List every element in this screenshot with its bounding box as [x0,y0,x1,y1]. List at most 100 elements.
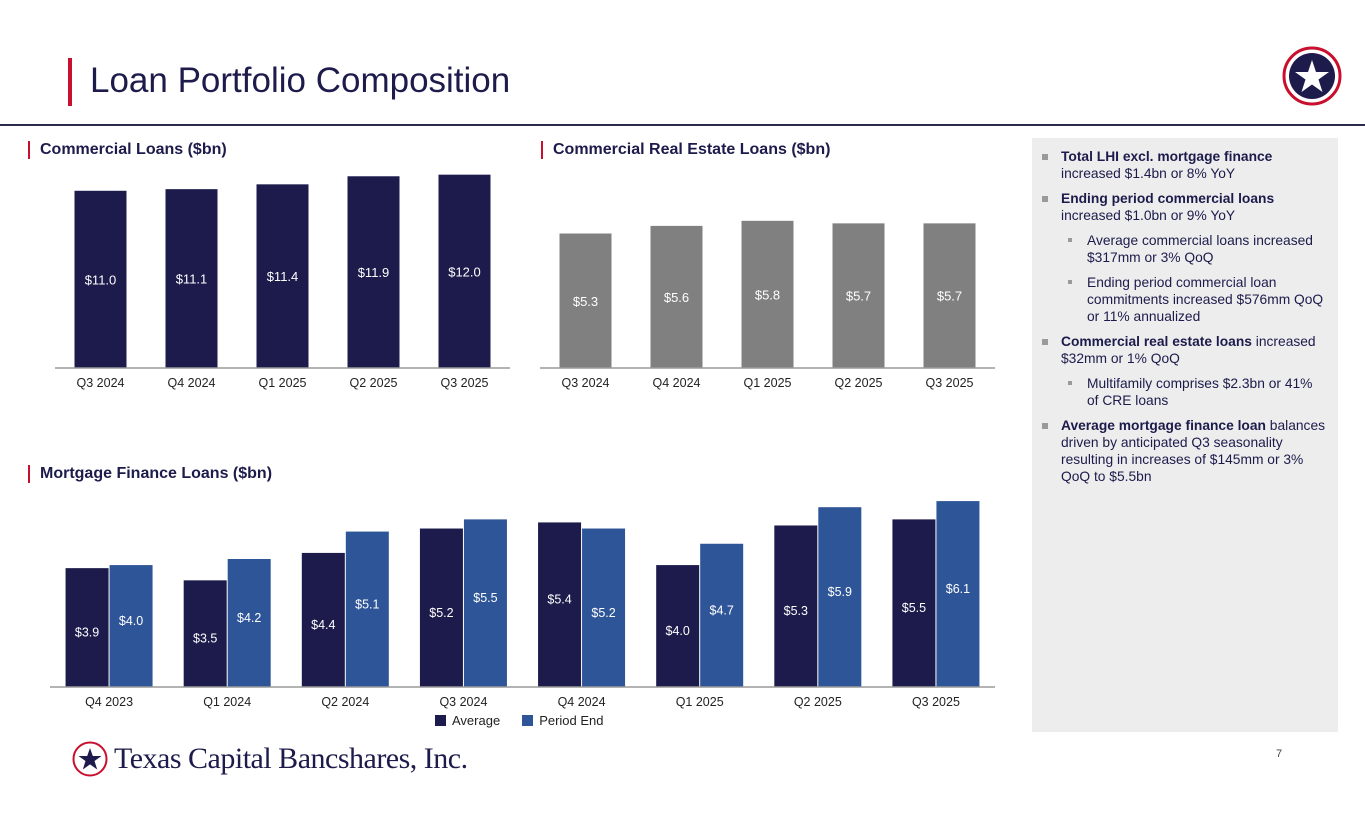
commercial-bar [74,190,127,368]
cre-loans-chart: $5.3 Q3 2024 $5.6 Q4 2024 $5.8 Q1 2025 $5.7 Q2 … [540,220,995,390]
commercial-category-label: Q2 2025 [350,376,398,390]
legend-label-period-end: Period End [539,713,604,728]
mortgage-bar-period-end [700,543,744,687]
bullet-text: increased $1.0bn or 9% YoY [1061,208,1236,223]
commentary-bullet: Ending period commercial loans increased… [1032,190,1326,224]
mortgage-bar-period-end [936,501,980,687]
cre-data-label: $5.7 [937,289,962,304]
cre-bar [559,233,612,368]
commercial-data-label: $11.0 [85,272,117,287]
mortgage-category-label: Q2 2025 [794,695,842,709]
mortgage-bar-period-end [582,528,626,687]
commentary-bullet: Average commercial loans increased $317m… [1032,232,1326,266]
commercial-bar [256,184,309,368]
mortgage-data-label-average: $5.5 [902,601,926,615]
mortgage-data-label-average: $5.2 [429,606,453,620]
bullet-marker-icon [1068,238,1072,242]
commercial-category-label: Q3 2024 [77,376,125,390]
mortgage-data-label-period-end: $5.9 [828,585,852,599]
mortgage-data-label-average: $4.4 [311,618,335,632]
commercial-data-label: $11.4 [267,269,299,284]
cre-category-label: Q3 2024 [562,376,610,390]
commentary-panel: Total LHI excl. mortgage finance increas… [1032,138,1338,732]
cre-loans-title: Commercial Real Estate Loans ($bn) [541,141,830,159]
mortgage-data-label-average: $5.3 [784,604,808,618]
bullet-marker-icon [1068,280,1072,284]
header-divider [0,124,1365,126]
commercial-data-label: $12.0 [448,264,481,279]
bullet-text: increased $1.4bn or 8% YoY [1061,166,1236,181]
cre-data-label: $5.8 [755,287,780,302]
mortgage-data-label-period-end: $4.7 [710,603,734,617]
legend-swatch-period-end [522,715,534,726]
cre-category-label: Q2 2025 [835,376,883,390]
mortgage-data-label-period-end: $5.2 [591,606,615,620]
cre-data-label: $5.7 [846,289,871,304]
legend-item-period-end: Period End [522,713,604,728]
footer-company-name: Texas Capital Bancshares, Inc. [114,742,468,775]
mortgage-bar-average [538,522,582,687]
bullet-text: balances driven by anticipated Q3 season… [1061,418,1326,484]
bullet-text: Multifamily comprises $2.3bn or 41% of C… [1087,376,1313,408]
mortgage-category-label: Q2 2024 [321,695,369,709]
mortgage-category-label: Q3 2025 [912,695,960,709]
bullet-bold-text: Average mortgage finance loan [1061,418,1266,433]
mortgage-data-label-average: $3.5 [193,632,217,646]
cre-category-label: Q1 2025 [744,376,792,390]
mortgage-category-label: Q1 2025 [676,695,724,709]
commentary-bullet: Total LHI excl. mortgage finance increas… [1032,148,1326,182]
mortgage-bar-period-end [345,531,389,687]
mortgage-bar-period-end [818,507,862,687]
mortgage-category-label: Q3 2024 [439,695,487,709]
commercial-category-label: Q4 2024 [168,376,216,390]
mortgage-bar-average [656,565,700,687]
commentary-bullets: Total LHI excl. mortgage finance increas… [1032,138,1338,485]
mortgage-bar-average [183,580,227,687]
legend-swatch-average [435,715,446,726]
commentary-bullet: Multifamily comprises $2.3bn or 41% of C… [1032,375,1326,409]
commentary-bullet: Commercial real estate loans increased $… [1032,333,1326,367]
footer-star-icon [72,741,108,777]
mortgage-data-label-period-end: $5.1 [355,597,379,611]
commercial-loans-chart: $11.0 Q3 2024 $11.1 Q4 2024 $11.4 Q1 2025 $11.… [55,174,510,390]
cre-bar [741,220,794,368]
bullet-marker-icon [1042,196,1048,202]
mortgage-data-label-average: $4.0 [666,624,690,638]
commercial-bar [165,189,218,368]
mortgage-bar-period-end [463,519,507,687]
mortgage-data-label-period-end: $6.1 [946,582,970,596]
cre-bar [832,223,885,368]
mortgage-bar-average [419,528,463,687]
bullet-text: Average commercial loans increased $317m… [1087,233,1313,265]
mortgage-data-label-average: $3.9 [75,626,99,640]
commentary-bullet: Average mortgage finance loan balances d… [1032,417,1326,485]
mortgage-finance-chart: $3.9 $4.0 Q4 2023 $3.5 $4.2 Q1 2024 $4.4 $5.1 Q2… [50,501,995,709]
bullet-text: Ending period commercial loan commitment… [1087,275,1324,324]
commercial-bar [347,176,400,368]
bullet-marker-icon [1042,423,1048,429]
mortgage-bar-average [892,519,936,687]
footer-logo: Texas Capital Bancshares, Inc. [72,741,468,777]
cre-category-label: Q3 2025 [926,376,974,390]
mortgage-finance-title: Mortgage Finance Loans ($bn) [28,465,272,483]
chart-legend: Average Period End [435,713,604,728]
page-number: 7 [1276,748,1283,760]
cre-bar [923,223,976,368]
mortgage-bar-average [774,525,818,687]
mortgage-category-label: Q4 2024 [558,695,606,709]
page-title: Loan Portfolio Composition [90,61,511,100]
bullet-marker-icon [1042,154,1048,160]
title-accent-bar [68,58,72,106]
bullet-bold-text: Commercial real estate loans [1061,334,1252,349]
bullet-text: increased $32mm or 1% QoQ [1061,334,1316,366]
mortgage-category-label: Q1 2024 [203,695,251,709]
commentary-bullet: Ending period commercial loan commitment… [1032,274,1326,325]
star-logo-icon [1282,46,1342,106]
cre-data-label: $5.3 [573,294,598,309]
legend-item-average: Average [435,713,500,728]
mortgage-data-label-period-end: $4.2 [237,611,261,625]
commercial-category-label: Q1 2025 [259,376,307,390]
commercial-bar [438,174,491,368]
bullet-marker-icon [1068,381,1072,385]
commercial-category-label: Q3 2025 [441,376,489,390]
